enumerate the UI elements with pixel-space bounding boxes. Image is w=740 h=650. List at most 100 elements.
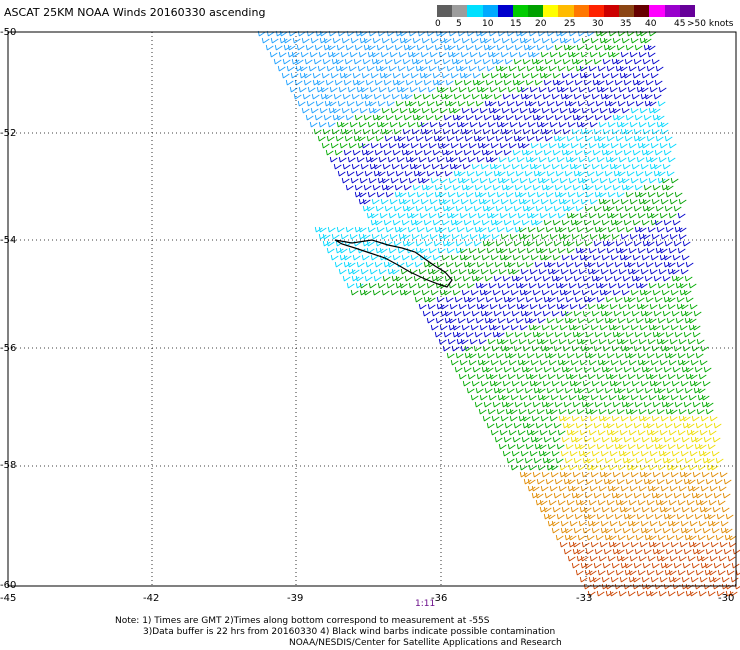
wind-barb xyxy=(641,149,650,156)
wind-barb xyxy=(624,205,633,212)
wind-barb xyxy=(485,296,494,303)
wind-barb xyxy=(616,226,625,233)
wind-barb xyxy=(504,422,513,429)
wind-barb xyxy=(403,44,412,51)
wind-barb xyxy=(697,394,706,401)
wind-barb xyxy=(392,219,401,226)
wind-barb xyxy=(318,51,327,58)
wind-barb xyxy=(548,499,557,506)
wind-barb xyxy=(394,191,403,198)
wind-barb xyxy=(559,541,568,548)
wind-barb xyxy=(660,121,669,128)
wind-barb xyxy=(606,352,615,359)
wind-barb xyxy=(714,548,723,555)
wind-barb xyxy=(688,282,697,289)
wind-barb xyxy=(621,394,630,401)
wind-barb xyxy=(633,345,642,352)
wind-barb xyxy=(415,135,424,142)
wind-barb xyxy=(632,576,641,583)
wind-barb xyxy=(425,184,434,191)
wind-barb xyxy=(509,121,518,128)
wind-barb xyxy=(419,212,428,219)
wind-barb xyxy=(568,107,577,114)
wind-barb xyxy=(675,275,684,282)
wind-barb xyxy=(485,261,494,268)
wind-barb xyxy=(607,191,616,198)
wind-barb xyxy=(392,72,401,79)
wind-barb xyxy=(505,226,514,233)
wind-barb xyxy=(643,401,652,408)
wind-barb xyxy=(633,240,642,247)
wind-barb xyxy=(401,149,410,156)
wind-barb xyxy=(480,268,489,275)
wind-barb xyxy=(391,268,400,275)
wind-barb xyxy=(471,310,480,317)
wind-barb xyxy=(683,331,692,338)
wind-barb xyxy=(631,527,640,534)
wind-barb xyxy=(463,261,472,268)
wind-barb xyxy=(667,261,676,268)
wind-barb xyxy=(599,107,608,114)
wind-barb xyxy=(558,51,567,58)
wind-barb xyxy=(696,478,705,485)
wind-barb xyxy=(712,436,721,443)
wind-barb xyxy=(382,275,391,282)
wind-barb xyxy=(652,324,661,331)
wind-barb xyxy=(507,296,516,303)
wind-barb xyxy=(365,149,374,156)
wind-barb xyxy=(538,303,547,310)
wind-barb xyxy=(619,72,628,79)
wind-barb xyxy=(668,499,677,506)
wind-barb xyxy=(599,177,608,184)
wind-barb xyxy=(669,233,678,240)
wind-barb xyxy=(426,170,435,177)
wind-barb xyxy=(525,79,534,86)
wind-barb xyxy=(402,198,411,205)
wind-barb xyxy=(384,205,393,212)
wind-barb xyxy=(539,247,548,254)
wind-barb xyxy=(338,86,347,93)
wind-barb xyxy=(520,450,529,457)
wind-barb xyxy=(441,254,450,261)
wind-barb xyxy=(471,275,480,282)
wind-barb xyxy=(692,541,701,548)
wind-barb xyxy=(491,233,500,240)
wind-barb xyxy=(495,422,504,429)
wind-barb xyxy=(375,247,384,254)
wind-barb xyxy=(648,100,657,107)
wind-barb xyxy=(610,219,619,226)
wind-barb xyxy=(520,268,529,275)
wind-barb xyxy=(562,492,571,499)
wind-barb xyxy=(704,569,713,576)
wind-barb xyxy=(487,191,496,198)
wind-barb xyxy=(575,240,584,247)
wind-barb xyxy=(691,485,700,492)
wind-barb xyxy=(454,366,463,373)
wind-barb xyxy=(533,275,542,282)
wind-barb xyxy=(497,282,506,289)
wind-barb xyxy=(392,79,401,86)
wind-barb xyxy=(583,513,592,520)
wind-barb xyxy=(502,450,511,457)
wind-barb xyxy=(620,555,629,562)
wind-barb xyxy=(495,352,504,359)
wind-barb xyxy=(568,317,577,324)
wind-barb xyxy=(336,226,345,233)
wind-barb xyxy=(494,79,503,86)
wind-barb xyxy=(621,324,630,331)
wind-barb xyxy=(605,156,614,163)
wind-barb xyxy=(473,240,482,247)
wind-barb xyxy=(462,380,471,387)
wind-barb xyxy=(417,100,426,107)
wind-barb xyxy=(698,590,707,597)
lon-label: -30 xyxy=(718,593,735,604)
wind-barb xyxy=(385,44,394,51)
wind-barb xyxy=(379,65,388,72)
wind-barb xyxy=(501,324,510,331)
wind-barb xyxy=(408,177,417,184)
wind-barb xyxy=(649,373,658,380)
wind-barb xyxy=(528,464,537,471)
map-frame xyxy=(7,31,737,587)
wind-barb xyxy=(551,380,560,387)
wind-barb xyxy=(635,534,644,541)
